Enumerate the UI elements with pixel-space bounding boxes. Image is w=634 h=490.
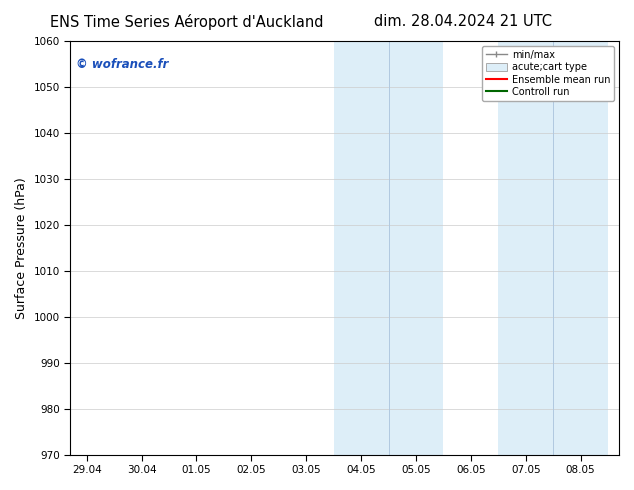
- Legend: min/max, acute;cart type, Ensemble mean run, Controll run: min/max, acute;cart type, Ensemble mean …: [482, 46, 614, 101]
- Y-axis label: Surface Pressure (hPa): Surface Pressure (hPa): [15, 177, 28, 318]
- Bar: [333, 41, 443, 455]
- Bar: [498, 41, 608, 455]
- Text: © wofrance.fr: © wofrance.fr: [75, 58, 168, 71]
- Text: ENS Time Series Aéroport d'Auckland: ENS Time Series Aéroport d'Auckland: [50, 14, 324, 30]
- Text: dim. 28.04.2024 21 UTC: dim. 28.04.2024 21 UTC: [374, 14, 552, 29]
